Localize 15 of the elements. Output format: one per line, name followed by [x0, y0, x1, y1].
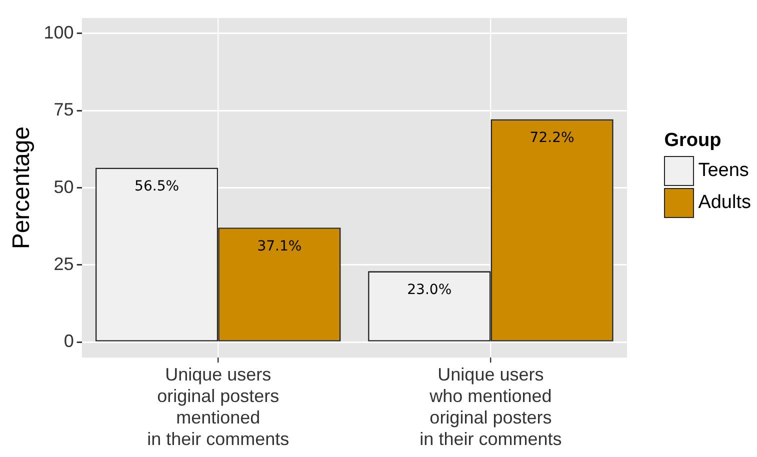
x-tick-label: Unique users who mentioned original posters in their comments [420, 364, 562, 450]
data-label: 72.2% [530, 130, 574, 146]
x-tick-label: Unique users original posters mentioned in their comments [147, 364, 290, 450]
legend-label: Adults [698, 192, 751, 214]
data-label: 23.0% [407, 282, 452, 298]
legend-label: Teens [698, 160, 749, 182]
y-tick-label: 50 [54, 176, 74, 197]
y-axis-title: Percentage [8, 126, 36, 250]
legend-title: Group [664, 130, 722, 152]
data-label: 37.1% [257, 238, 302, 254]
y-tick-label: 75 [54, 100, 74, 120]
y-tick-label: 0 [64, 331, 74, 352]
data-label: 56.5% [134, 178, 180, 194]
y-tick-label: 100 [44, 22, 74, 42]
y-tick-label: 25 [54, 254, 74, 274]
